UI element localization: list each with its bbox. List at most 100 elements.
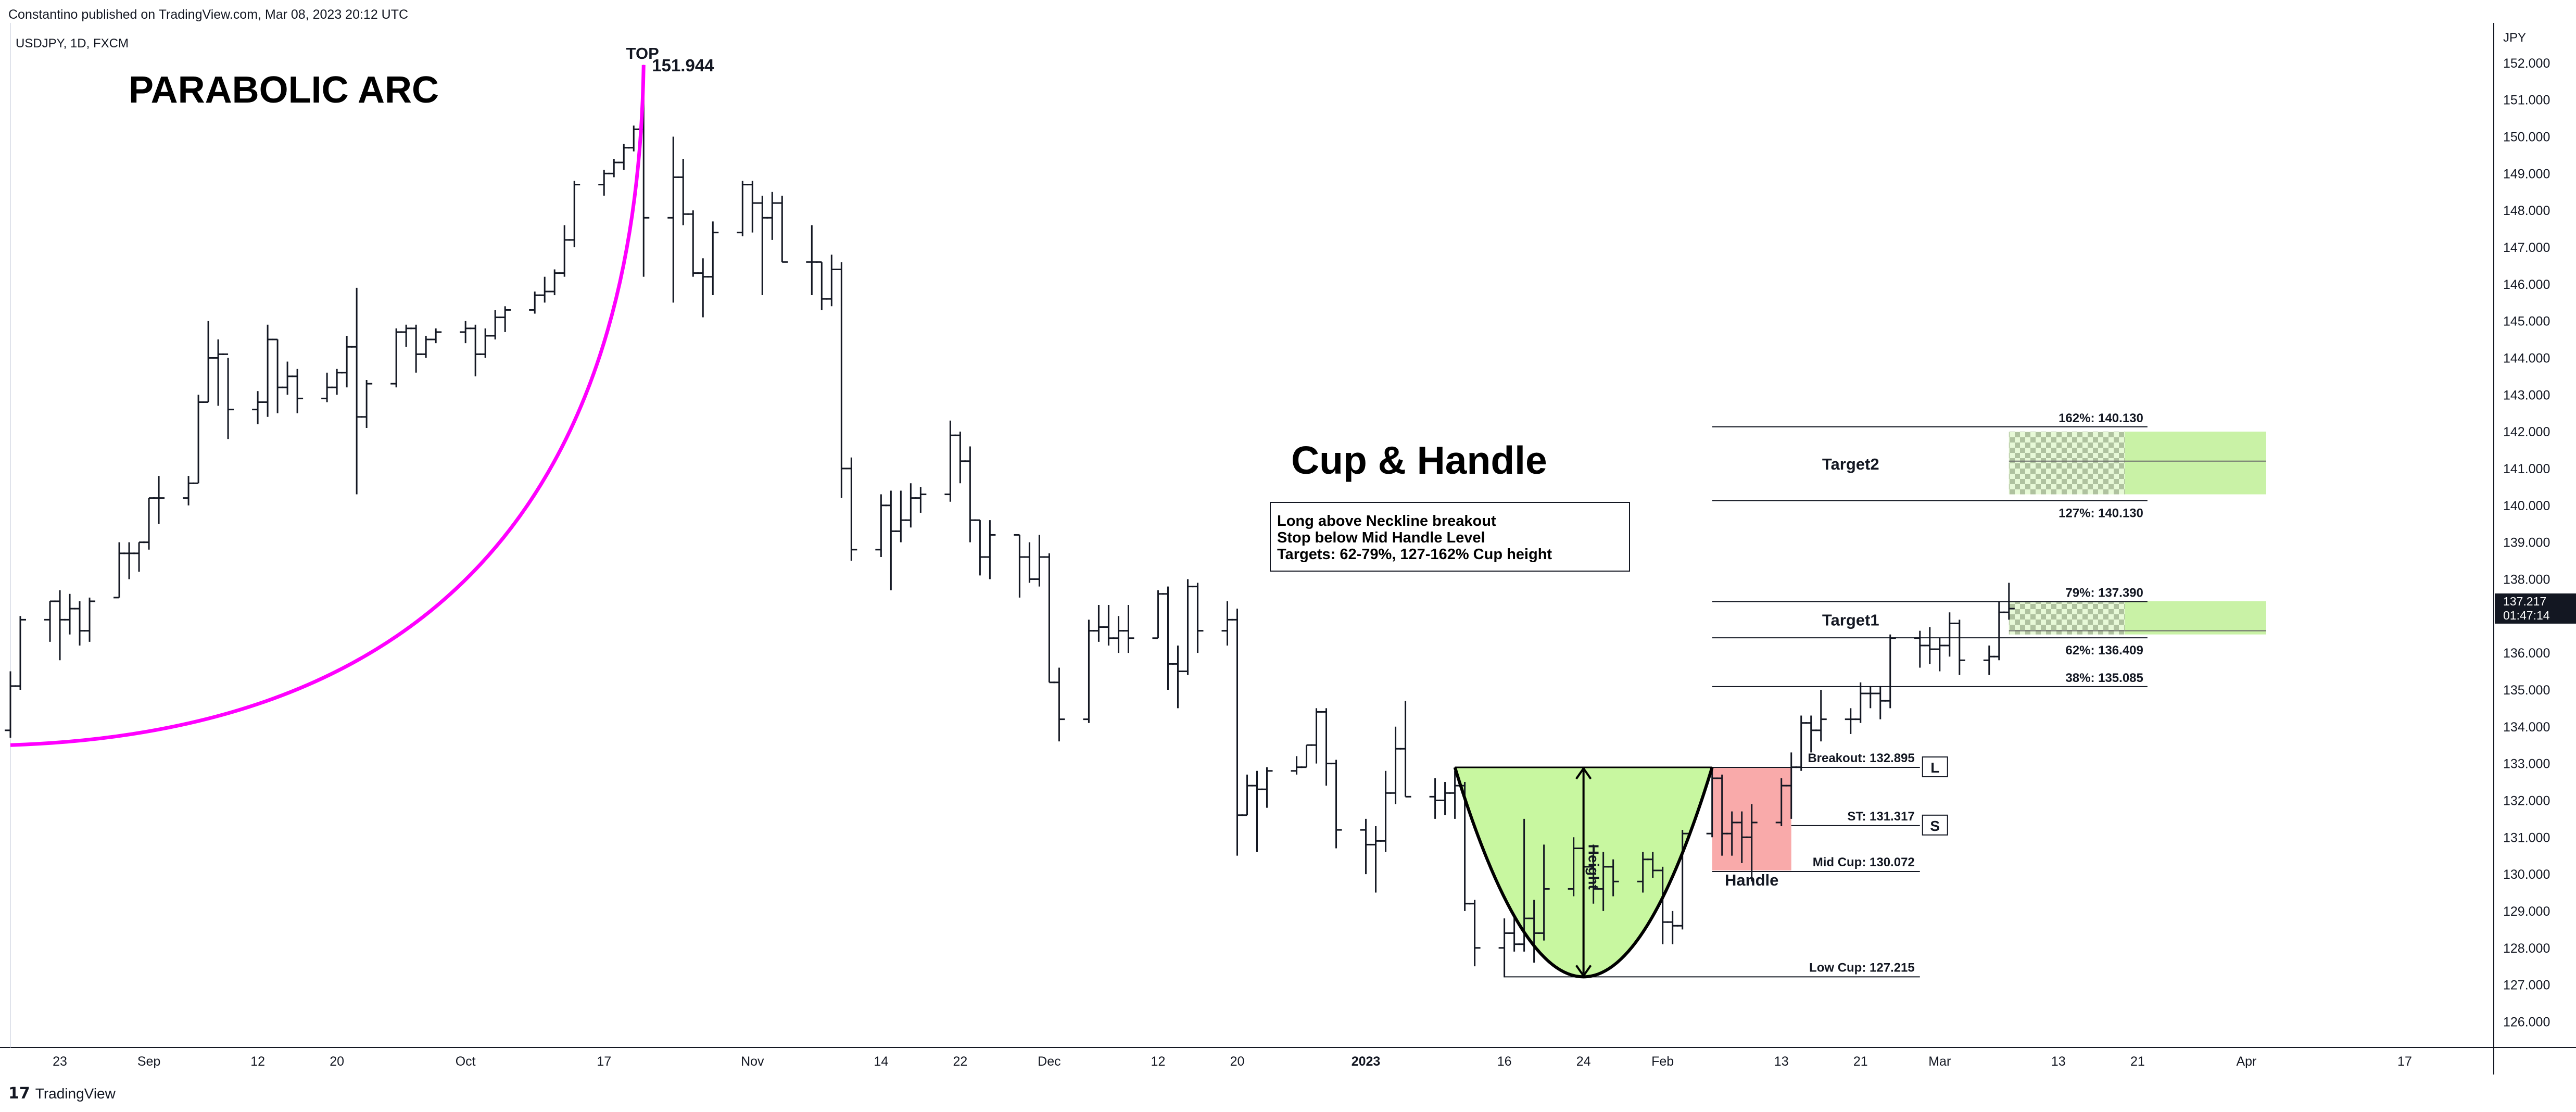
ohlc-bar — [1943, 612, 1955, 657]
top-price-label: 151.944 — [652, 56, 714, 75]
ohlc-bar — [964, 446, 976, 542]
ohlc-bar — [1300, 744, 1312, 768]
ohlc-bar — [826, 255, 838, 307]
ohlc-bar — [1845, 708, 1857, 734]
ohlc-bar — [113, 542, 125, 599]
ohlc-bar — [489, 310, 501, 340]
x-tick-label: 22 — [953, 1054, 967, 1069]
ohlc-bar — [915, 487, 927, 513]
height-label: Height — [1586, 844, 1602, 890]
ohlc-bar — [944, 420, 956, 502]
x-tick-label: 12 — [1151, 1054, 1166, 1069]
y-tick-label: 127.000 — [2503, 978, 2550, 993]
ohlc-bar — [737, 181, 749, 236]
ohlc-bar — [1439, 782, 1451, 815]
x-tick-label: Oct — [456, 1054, 476, 1069]
ohlc-bar — [1874, 686, 1886, 719]
ohlc-bar — [1983, 645, 1995, 675]
ohlc-bar — [1221, 601, 1233, 646]
y-tick-label: 145.000 — [2503, 314, 2550, 329]
ohlc-bar — [282, 361, 294, 395]
chart-title: PARABOLIC ARC — [129, 69, 439, 111]
ohlc-bar — [1182, 579, 1194, 675]
target-label: Target2 — [1822, 455, 1879, 473]
x-tick-label: 20 — [330, 1054, 344, 1069]
ohlc-bar — [569, 181, 580, 247]
ohlc-bar — [143, 497, 155, 550]
level-label: Breakout: 132.895 — [1808, 751, 1914, 765]
ohlc-bar — [292, 369, 304, 413]
ohlc-bar — [954, 432, 966, 484]
level-label: ST: 131.317 — [1847, 810, 1914, 824]
ohlc-bar — [1934, 638, 1946, 672]
ohlc-bar — [1152, 590, 1164, 639]
ohlc-bar — [1538, 844, 1550, 941]
ohlc-bar — [123, 542, 135, 579]
ohlc-bar — [1914, 630, 1926, 668]
ohlc-bar — [1024, 542, 1036, 583]
ohlc-bar — [1815, 689, 1827, 742]
ohlc-bar — [2003, 583, 2015, 620]
ohlc-bar — [608, 158, 620, 178]
ohlc-bar — [1033, 535, 1045, 587]
tradingview-brand[interactable]: 17 TradingView — [8, 1084, 116, 1103]
target-zone-pattern — [2009, 432, 2125, 495]
ohlc-bar — [747, 181, 759, 233]
ohlc-bar — [539, 276, 551, 303]
x-tick-label: 13 — [2051, 1054, 2066, 1069]
y-tick-label: 130.000 — [2503, 867, 2550, 882]
y-tick-label: 146.000 — [2503, 277, 2550, 292]
ohlc-bar — [222, 353, 234, 439]
ohlc-bar — [74, 601, 86, 646]
brand-name: TradingView — [35, 1085, 116, 1102]
handle-label: Handle — [1725, 871, 1778, 889]
parabolic-arc-curve — [10, 65, 646, 747]
ohlc-bar — [1241, 774, 1253, 816]
y-axis-currency: JPY — [2503, 31, 2526, 45]
ohlc-bar — [1083, 620, 1095, 723]
ohlc-bar — [15, 616, 27, 690]
ohlc-bar — [212, 339, 224, 406]
target-zone-pattern — [2009, 601, 2125, 635]
y-tick-label: 135.000 — [2503, 683, 2550, 698]
ohlc-bar — [5, 671, 16, 738]
y-tick-label: 132.000 — [2503, 793, 2550, 808]
ohlc-bar — [697, 258, 709, 318]
ohlc-bar — [321, 372, 333, 402]
x-tick-label: 21 — [1853, 1054, 1868, 1069]
symbol-title: USDJPY, 1D, FXCM — [16, 36, 129, 50]
ohlc-bar — [84, 597, 96, 642]
ohlc-bar — [1854, 682, 1866, 723]
fib-level-label: 38%: 135.085 — [2065, 671, 2143, 685]
current-price-marker — [2495, 593, 2576, 624]
ohlc-bar — [677, 158, 689, 225]
ohlc-bar — [1429, 778, 1441, 819]
ohlc-bar — [133, 541, 145, 572]
publisher-caption: Constantino published on TradingView.com… — [8, 7, 409, 22]
ohlc-bar — [1390, 726, 1401, 804]
height-arrow-up-icon — [1575, 766, 1592, 780]
ohlc-bar — [54, 590, 66, 661]
ohlc-bar — [1676, 830, 1688, 930]
ohlc-bar — [1330, 760, 1342, 849]
ohlc-bar — [549, 269, 561, 296]
ohlc-bar — [1113, 616, 1125, 653]
ohlc-bar — [885, 490, 897, 590]
x-tick-label: Feb — [1651, 1054, 1674, 1069]
y-tick-label: 147.000 — [2503, 241, 2550, 255]
ohlc-bar — [1053, 667, 1065, 742]
chart-subtitle: Cup & Handle — [1291, 438, 1547, 482]
target-label: Target1 — [1822, 611, 1879, 629]
y-tick-label: 144.000 — [2503, 351, 2550, 365]
ohlc-bar — [410, 324, 422, 373]
ohlc-bar — [1291, 756, 1303, 775]
ohlc-bar — [153, 476, 165, 524]
y-tick-label: 148.000 — [2503, 204, 2550, 218]
fib-level-label: 79%: 137.390 — [2065, 586, 2143, 600]
x-tick-label: 21 — [2130, 1054, 2145, 1069]
y-tick-label: 136.000 — [2503, 646, 2550, 661]
y-tick-label: 133.000 — [2503, 757, 2550, 772]
x-tick-label: 2023 — [1352, 1054, 1381, 1069]
ohlc-bar — [1380, 770, 1392, 852]
